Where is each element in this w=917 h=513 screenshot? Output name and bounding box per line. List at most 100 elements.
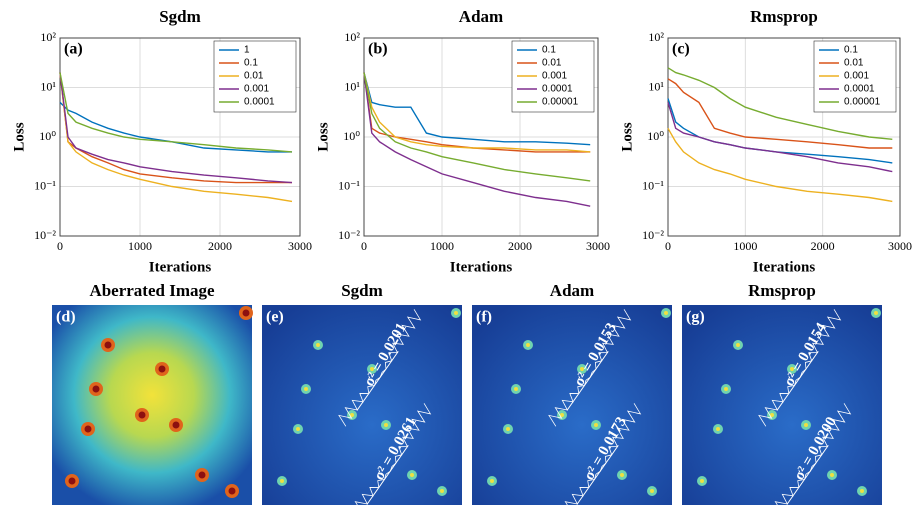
x-axis-label: Iterations (753, 259, 816, 275)
spot-core (830, 473, 834, 477)
x-tick-label: 0 (57, 239, 63, 253)
spot-core (410, 473, 414, 477)
x-tick-label: 0 (665, 239, 671, 253)
spot-core (700, 479, 704, 483)
loss-line (363, 72, 591, 182)
axes-box (59, 37, 301, 237)
spot-core (280, 479, 284, 483)
spot-core (172, 421, 180, 429)
loss-line (363, 72, 591, 146)
legend-label: 0.1 (244, 58, 258, 69)
spot-core (304, 387, 308, 391)
y-axis-label: Loss (619, 122, 635, 151)
spot-core (874, 311, 878, 315)
image-title: Aberrated Image (89, 281, 215, 300)
spot-core (350, 413, 354, 417)
profile-curve (338, 309, 422, 427)
panel-label: (f) (476, 309, 492, 326)
x-tick-label: 1000 (430, 239, 454, 253)
image (472, 305, 672, 505)
spot-core (296, 427, 300, 431)
spot-core (736, 343, 740, 347)
legend-label: 0.0001 (542, 84, 573, 95)
spot-core (650, 489, 654, 493)
loss-line (667, 67, 893, 140)
y-tick-label: 10² (40, 30, 56, 44)
spot-core (228, 487, 236, 495)
x-axis-label: Iterations (149, 259, 212, 275)
image-title: Adam (550, 281, 594, 300)
legend-label: 0.001 (542, 71, 567, 82)
loss-line (363, 72, 591, 207)
image-title: Rmsprop (748, 281, 816, 300)
chart-title: Rmsprop (750, 7, 818, 26)
y-tick-label: 10⁻¹ (642, 178, 664, 192)
spot-core (514, 387, 518, 391)
x-tick-label: 0 (361, 239, 367, 253)
panel-label: (d) (56, 309, 76, 326)
x-tick-label: 1000 (733, 239, 757, 253)
profile-curve (768, 403, 852, 513)
spot-core (526, 343, 530, 347)
x-tick-label: 3000 (586, 239, 610, 253)
spot-core (198, 471, 206, 479)
x-tick-label: 3000 (288, 239, 312, 253)
y-tick-label: 10⁻² (642, 228, 664, 242)
x-tick-label: 2000 (811, 239, 835, 253)
legend-label: 0.01 (844, 58, 864, 69)
legend-label: 0.00001 (844, 97, 881, 108)
x-tick-label: 2000 (208, 239, 232, 253)
legend-label: 0.01 (244, 71, 264, 82)
legend-label: 0.001 (244, 84, 269, 95)
y-tick-label: 10⁻¹ (34, 178, 56, 192)
legend-label: 1 (244, 45, 250, 56)
spot-core (384, 423, 388, 427)
profile-curve (558, 403, 642, 513)
image (262, 305, 462, 505)
spot-core (92, 385, 100, 393)
spot-core (594, 423, 598, 427)
chart-title: Adam (459, 7, 503, 26)
loss-line (363, 72, 591, 153)
spot-core (84, 425, 92, 433)
panel-label: (g) (686, 309, 705, 326)
spot-core (158, 365, 166, 373)
spot-core (490, 479, 494, 483)
image (682, 305, 882, 505)
spot-core (454, 311, 458, 315)
x-tick-label: 3000 (888, 239, 912, 253)
spot-core (804, 423, 808, 427)
profile-curve (758, 309, 842, 427)
spot-core (770, 413, 774, 417)
spot-core (370, 367, 374, 371)
spot-core (860, 489, 864, 493)
image (52, 305, 252, 505)
spot-core (580, 367, 584, 371)
y-tick-label: 10⁰ (39, 129, 56, 143)
legend-label: 0.1 (542, 45, 556, 56)
loss-line (59, 72, 293, 203)
spot-core (716, 427, 720, 431)
spot-core (104, 341, 112, 349)
spot-core (560, 413, 564, 417)
y-tick-label: 10⁻² (338, 228, 360, 242)
chart-title: Sgdm (159, 7, 201, 26)
spot-core (242, 309, 250, 317)
spot-core (790, 367, 794, 371)
profile-curve (548, 309, 632, 427)
panel-label: (a) (64, 41, 83, 58)
y-tick-label: 10⁻¹ (338, 178, 360, 192)
loss-line (59, 101, 292, 153)
loss-line (363, 72, 591, 153)
loss-line (59, 72, 293, 153)
y-tick-label: 10² (648, 30, 664, 44)
legend-label: 0.00001 (542, 97, 579, 108)
axes-box (363, 37, 599, 237)
spot-core (138, 411, 146, 419)
y-tick-label: 10⁻² (34, 228, 56, 242)
legend-label: 0.0001 (244, 97, 275, 108)
y-axis-label: Loss (315, 122, 331, 151)
x-tick-label: 2000 (508, 239, 532, 253)
spot-core (664, 311, 668, 315)
